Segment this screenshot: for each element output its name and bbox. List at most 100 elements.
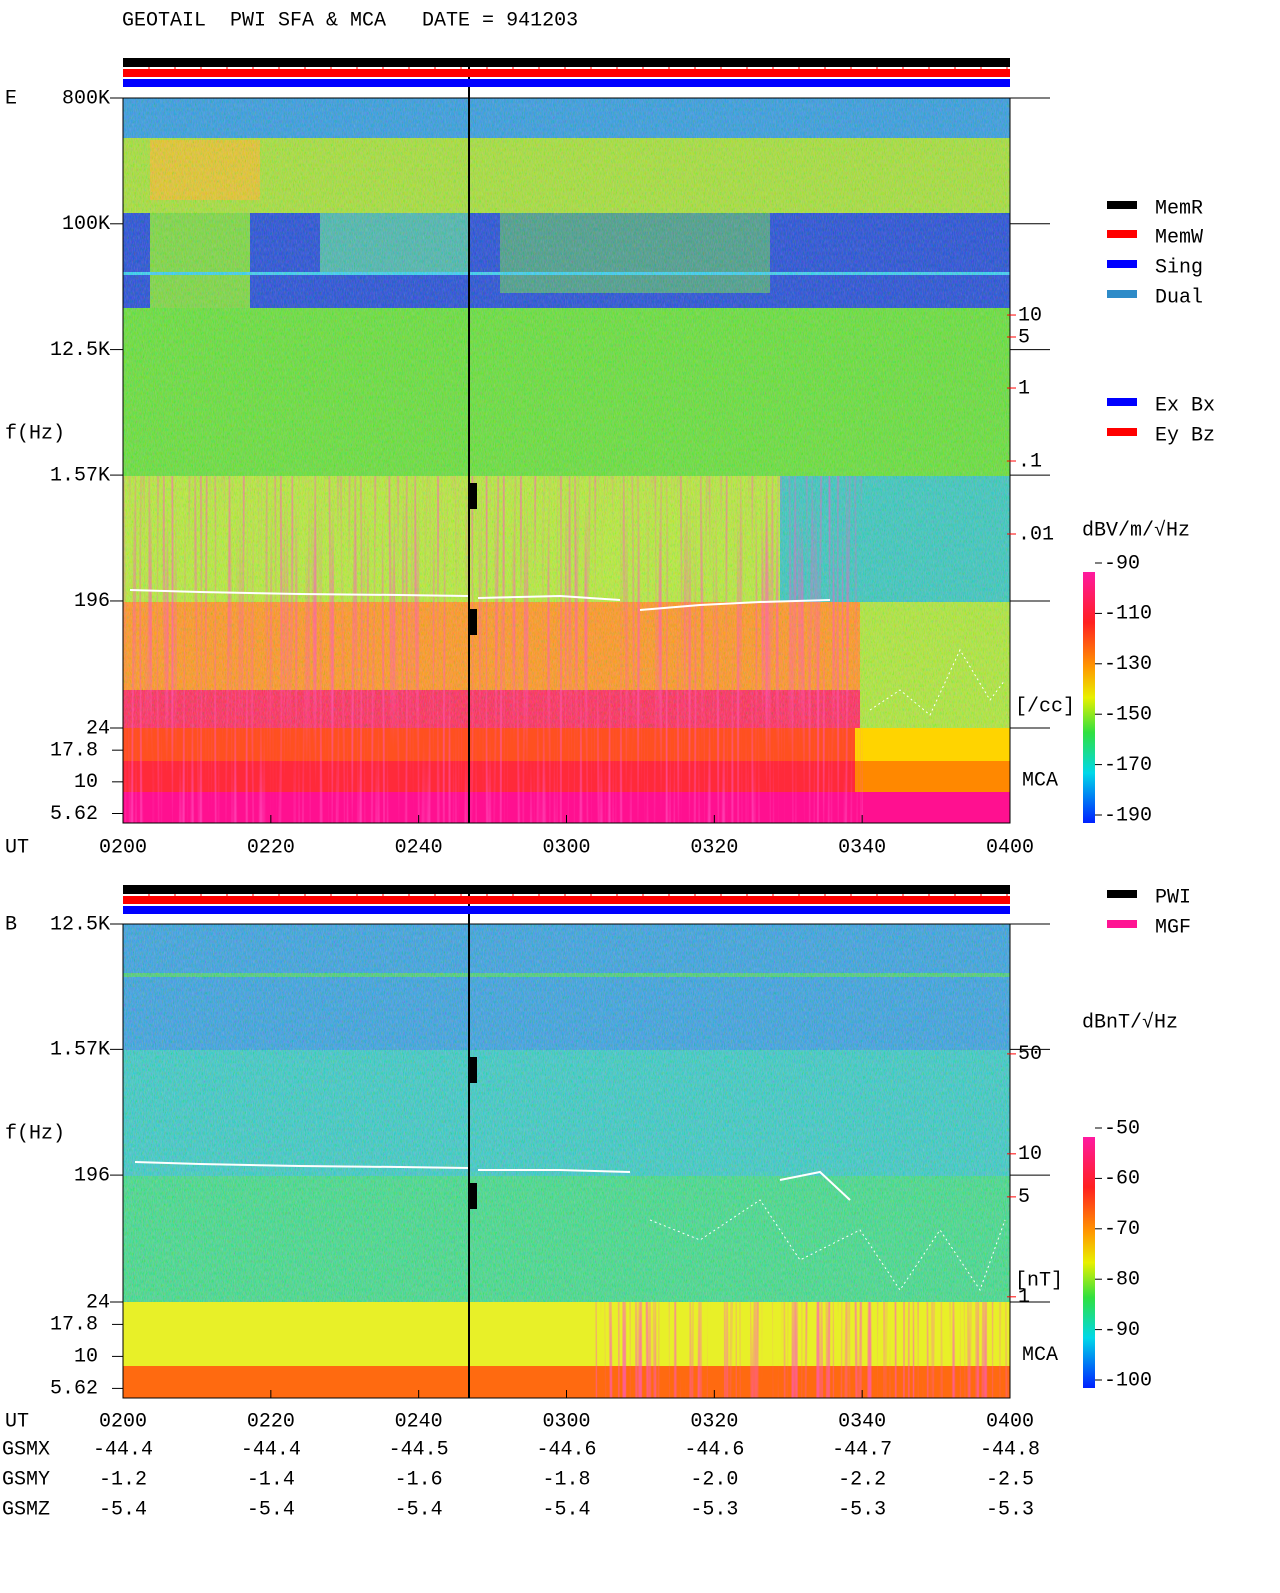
texture bbox=[123, 476, 863, 823]
y2-tick-label: 1 bbox=[1018, 1286, 1030, 1309]
trace bbox=[649, 1199, 1006, 1292]
marker bbox=[469, 1057, 477, 1083]
orbit-value: -44.8 bbox=[980, 1438, 1040, 1461]
status-bar bbox=[123, 58, 1010, 67]
x-tick-label: 0220 bbox=[247, 1410, 295, 1433]
orbit-value: -2.5 bbox=[986, 1468, 1034, 1491]
colorbar bbox=[1083, 1137, 1095, 1388]
mca-tick-label: 10 bbox=[74, 771, 98, 794]
legend-label: Ey Bz bbox=[1155, 424, 1215, 447]
orbit-value: -44.4 bbox=[93, 1438, 153, 1461]
mca-label: MCA bbox=[1022, 770, 1058, 793]
status-bar bbox=[123, 69, 1010, 77]
orbit-value: -2.2 bbox=[838, 1468, 886, 1491]
colorbar-tick-label: -150 bbox=[1104, 703, 1152, 726]
y2-axis-label: [nT] bbox=[1015, 1269, 1063, 1292]
y2-tick-label: 1 bbox=[1018, 377, 1030, 400]
orbit-value: -5.3 bbox=[838, 1498, 886, 1521]
orbit-value: -1.2 bbox=[99, 1468, 147, 1491]
orbit-label: GSMZ bbox=[2, 1498, 50, 1521]
orbit-value: -5.3 bbox=[690, 1498, 738, 1521]
marker bbox=[469, 483, 477, 509]
y-tick-label: 800K bbox=[62, 87, 110, 110]
legend-label: MGF bbox=[1155, 916, 1191, 939]
y2-tick-label: 50 bbox=[1018, 1043, 1042, 1066]
x-tick-label: 0200 bbox=[99, 836, 147, 859]
colorbar-tick-label: -170 bbox=[1104, 754, 1152, 777]
trace bbox=[134, 1161, 851, 1201]
marker bbox=[469, 609, 477, 635]
orbit-value: -44.6 bbox=[684, 1438, 744, 1461]
x-axis-label: UT bbox=[5, 1410, 29, 1433]
x-tick-label: 0300 bbox=[542, 836, 590, 859]
x-tick-label: 0400 bbox=[986, 1410, 1034, 1433]
colorbar-label: dBnT/√Hz bbox=[1082, 1010, 1178, 1034]
status-bar bbox=[123, 896, 1010, 904]
legend-swatch bbox=[1107, 398, 1137, 406]
y-axis-label: f(Hz) bbox=[5, 422, 65, 445]
colorbar-tick-label: -70 bbox=[1104, 1218, 1140, 1241]
colorbar-tick-label: -90 bbox=[1104, 1319, 1140, 1342]
orbit-value: -5.4 bbox=[99, 1498, 147, 1521]
x-tick-label: 0340 bbox=[838, 1410, 886, 1433]
colorbar-tick-label: -110 bbox=[1104, 603, 1152, 626]
orbit-value: -2.0 bbox=[690, 1468, 738, 1491]
colorbar bbox=[1083, 572, 1095, 823]
colorbar-tick-label: -190 bbox=[1104, 804, 1152, 827]
spectrogram-e bbox=[123, 58, 1010, 823]
y-tick-label: 196 bbox=[74, 1164, 110, 1187]
y-tick-label: 100K bbox=[62, 213, 110, 236]
mca-tick-label: 10 bbox=[74, 1346, 98, 1369]
texture bbox=[595, 1302, 1010, 1398]
colorbar-label: dBV/m/√Hz bbox=[1082, 518, 1190, 542]
y2-tick-label: .01 bbox=[1018, 523, 1054, 546]
status-bar bbox=[123, 885, 1010, 894]
colorbar-tick-label: -90 bbox=[1104, 552, 1140, 575]
y-tick-label: 12.5K bbox=[50, 339, 110, 362]
legend-swatch bbox=[1107, 201, 1137, 209]
band bbox=[855, 761, 1010, 792]
y-tick-label: 24 bbox=[86, 717, 110, 740]
mca-tick-label: 17.8 bbox=[50, 739, 98, 762]
orbit-value: -44.5 bbox=[389, 1438, 449, 1461]
orbit-value: -1.8 bbox=[542, 1468, 590, 1491]
orbit-value: -44.6 bbox=[536, 1438, 596, 1461]
legend-label: Ex Bx bbox=[1155, 394, 1215, 417]
colorbar-tick-label: -50 bbox=[1104, 1117, 1140, 1140]
y-axis-label: f(Hz) bbox=[5, 1122, 65, 1145]
orbit-label: GSMY bbox=[2, 1468, 50, 1491]
orbit-value: -44.7 bbox=[832, 1438, 892, 1461]
x-tick-label: 0240 bbox=[395, 1410, 443, 1433]
y-tick-label: 24 bbox=[86, 1291, 110, 1314]
y-tick-label: 12.5K bbox=[50, 913, 110, 936]
orbit-value: -5.3 bbox=[986, 1498, 1034, 1521]
orbit-value: -1.4 bbox=[247, 1468, 295, 1491]
status-bar bbox=[123, 906, 1010, 914]
band bbox=[855, 728, 1010, 761]
mca-tick-label: 17.8 bbox=[50, 1314, 98, 1337]
legend-label: MemW bbox=[1155, 226, 1203, 249]
orbit-value: -5.4 bbox=[395, 1498, 443, 1521]
legend-swatch bbox=[1107, 890, 1137, 898]
orbit-value: -44.4 bbox=[241, 1438, 301, 1461]
trace bbox=[869, 648, 1006, 716]
trace bbox=[129, 589, 831, 611]
x-tick-label: 0200 bbox=[99, 1410, 147, 1433]
panel-label: B bbox=[5, 913, 17, 936]
orbit-value: -5.4 bbox=[542, 1498, 590, 1521]
y-tick-label: 196 bbox=[74, 590, 110, 613]
x-tick-label: 0220 bbox=[247, 836, 295, 859]
y2-tick-label: 10 bbox=[1018, 1143, 1042, 1166]
legend-label: Sing bbox=[1155, 256, 1203, 279]
y-tick-label: 1.57K bbox=[50, 1039, 110, 1062]
orbit-value: -1.6 bbox=[395, 1468, 443, 1491]
colorbar-tick-label: -80 bbox=[1104, 1268, 1140, 1291]
x-axis-label: UT bbox=[5, 836, 29, 859]
legend-swatch bbox=[1107, 230, 1137, 238]
colorbar-tick-label: -100 bbox=[1104, 1369, 1152, 1392]
legend-label: PWI bbox=[1155, 886, 1191, 909]
y2-axis-label: [/cc] bbox=[1015, 695, 1075, 718]
marker bbox=[469, 1183, 477, 1209]
legend-swatch bbox=[1107, 920, 1137, 928]
